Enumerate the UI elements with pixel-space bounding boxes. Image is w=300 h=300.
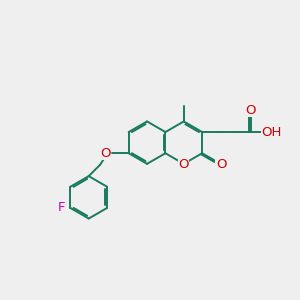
- Text: O: O: [216, 158, 226, 171]
- Text: OH: OH: [261, 125, 281, 139]
- Text: F: F: [58, 201, 65, 214]
- Text: O: O: [100, 147, 111, 160]
- Text: O: O: [178, 158, 189, 171]
- Text: O: O: [245, 104, 256, 117]
